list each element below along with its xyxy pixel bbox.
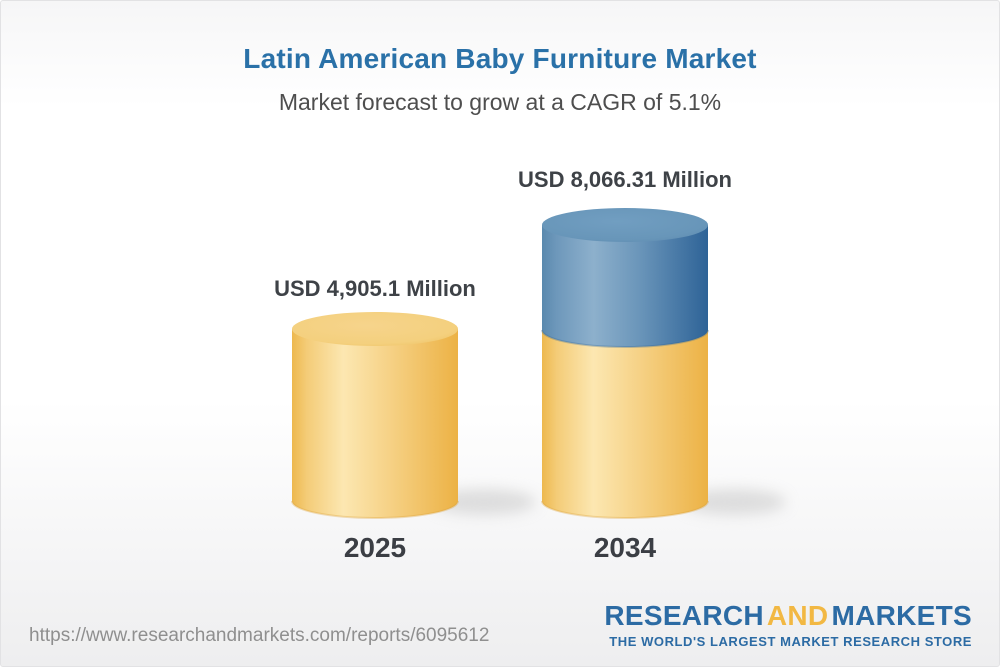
brand-logo-wordmark: RESEARCH AND MARKETS	[604, 602, 972, 630]
page-title: Latin American Baby Furniture Market	[243, 43, 757, 74]
page-subtitle: Market forecast to grow at a CAGR of 5.1…	[278, 89, 722, 115]
value-label-2025: USD 4,905.1 Million	[274, 276, 476, 301]
brand-logo: RESEARCH AND MARKETS THE WORLD'S LARGEST M…	[604, 602, 972, 650]
bar-2034-growth-cylinder	[541, 208, 709, 348]
report-url: https://www.researchandmarkets.com/repor…	[29, 625, 490, 646]
value-label-2034: USD 8,066.31 Million	[518, 167, 732, 192]
brand-word-and: AND	[766, 600, 829, 631]
category-label-2025: 2025	[343, 532, 407, 563]
brand-word-research: RESEARCH	[604, 600, 764, 631]
category-label-2034: 2034	[593, 532, 657, 563]
brand-tagline: THE WORLD'S LARGEST MARKET RESEARCH STOR…	[609, 634, 972, 649]
bar-2025-cylinder	[291, 312, 459, 519]
bar-2034-base-cylinder	[541, 330, 709, 519]
brand-word-markets: MARKETS	[831, 600, 972, 631]
